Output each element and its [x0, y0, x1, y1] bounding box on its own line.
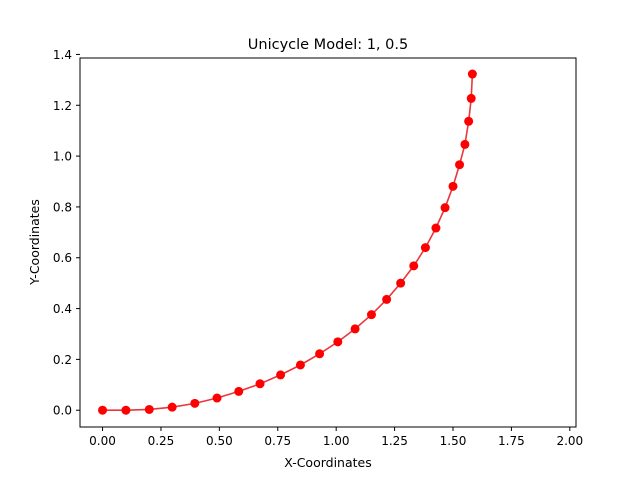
data-point — [167, 402, 177, 412]
plot-area-frame — [79, 57, 577, 428]
y-tick-label: 0.0 — [53, 404, 72, 418]
y-tick-label: 1.2 — [53, 99, 72, 113]
data-point — [276, 370, 286, 380]
x-tick-label: 1.50 — [440, 434, 467, 448]
y-tick-label: 0.6 — [53, 251, 72, 265]
data-point — [315, 349, 325, 359]
data-point — [464, 116, 474, 126]
chart-title: Unicycle Model: 1, 0.5 — [248, 37, 408, 53]
x-axis: 0.00 0.25 0.50 0.75 1.00 1.25 1.50 1.75 2.00 — [89, 427, 583, 448]
x-tick-label: 1.75 — [498, 434, 525, 448]
data-point — [455, 160, 465, 170]
data-point — [431, 223, 441, 233]
data-point — [440, 203, 450, 213]
data-point — [212, 393, 222, 403]
y-tick-label: 0.8 — [53, 200, 72, 214]
y-tick-label: 0.2 — [53, 353, 72, 367]
x-tick-label: 1.25 — [381, 434, 408, 448]
data-point — [466, 93, 476, 103]
series-layer — [98, 69, 477, 415]
data-point — [333, 337, 343, 347]
y-tick-label: 0.4 — [53, 302, 72, 316]
data-point — [420, 243, 430, 253]
x-tick-label: 0.25 — [148, 434, 175, 448]
data-point — [409, 261, 419, 271]
x-tick-label: 1.00 — [323, 434, 350, 448]
data-point — [295, 360, 305, 370]
x-tick-label: 2.00 — [556, 434, 583, 448]
y-tick-label: 1.0 — [53, 150, 72, 164]
data-point — [396, 278, 406, 288]
x-tick-label: 0.75 — [264, 434, 291, 448]
data-point — [382, 294, 392, 304]
data-point — [144, 404, 154, 414]
y-axis-label: Y-Coordinates — [27, 199, 42, 286]
data-point — [190, 398, 200, 408]
data-point — [98, 405, 108, 415]
data-point — [448, 181, 458, 191]
x-tick-label: 0.50 — [206, 434, 233, 448]
data-point — [460, 139, 470, 149]
data-point — [255, 379, 265, 389]
data-point — [467, 69, 477, 79]
x-axis-label: X-Coordinates — [284, 455, 372, 470]
data-point — [350, 324, 360, 334]
data-point — [366, 310, 376, 320]
data-point — [121, 405, 131, 415]
y-tick-label: 1.4 — [53, 48, 72, 62]
data-point — [234, 386, 244, 396]
y-axis: 0.0 0.2 0.4 0.6 0.8 1.0 1.2 1.4 — [53, 48, 80, 418]
x-tick-label: 0.00 — [89, 434, 116, 448]
